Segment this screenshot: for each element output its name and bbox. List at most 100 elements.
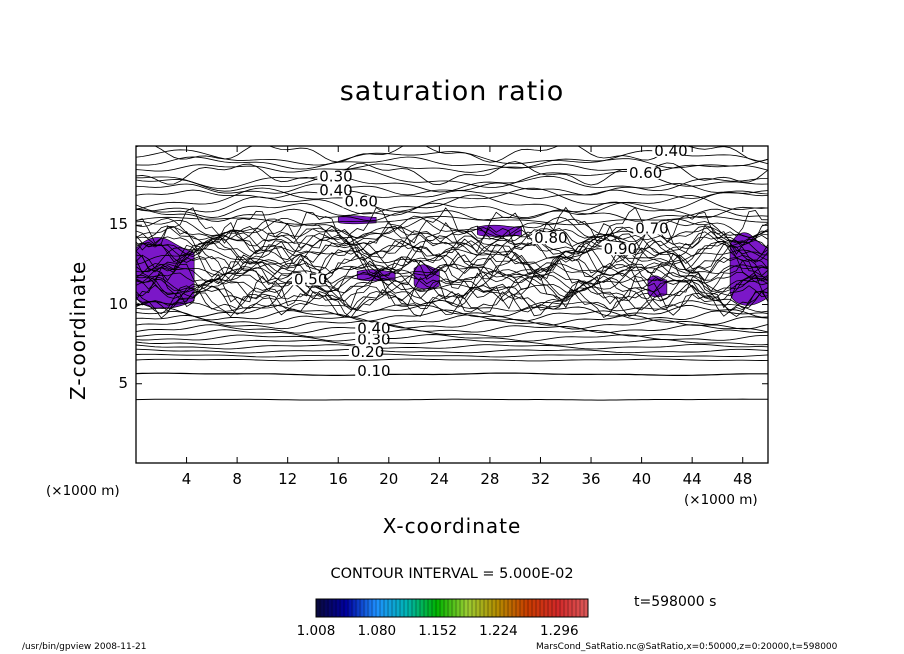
contour-label-bg [355,333,388,346]
axis-ticks [136,146,768,463]
contour-label-bg [348,346,381,359]
colorbar-tick-label: 1.296 [539,623,579,639]
x-tick-label: 36 [581,470,601,488]
contour-line [136,201,768,219]
contour-line [136,225,768,247]
contour-label: 0.40 [319,182,352,200]
contour-line [136,182,768,196]
contour-label: 0.30 [357,331,390,349]
contour-label: 0.10 [357,362,390,380]
contour-label: 0.80 [534,229,567,247]
contour-line [136,275,768,301]
contour-line [136,215,768,226]
x-axis-label: X-coordinate [382,514,522,538]
colorbar-tick-label: 1.080 [357,623,397,639]
colorbar [315,598,589,618]
contour-line [136,329,768,338]
contour-interval: CONTOUR INTERVAL = 5.000E-02 [330,566,574,582]
contour-line [136,279,768,318]
colorbar-tick-label: 1.224 [479,623,518,639]
footer-right: MarsCond_SatRatio.nc@SatRatio,x=0:50000,… [536,642,838,652]
y-axis-label: Z-coordinate [66,260,90,400]
contour-label-bg [317,184,350,197]
contour-label: 0.50 [294,270,327,288]
supersaturated-region [647,275,668,298]
contour-line [136,229,768,264]
contour-line [136,299,768,313]
colorbar-tick-label: 1.008 [296,623,336,639]
contour-line [136,372,768,376]
x-tick-label: 40 [632,470,652,488]
contour-label-bg [601,243,634,256]
contour-line [136,263,768,276]
contour-line [136,276,768,294]
contour-line [136,189,768,199]
contour-label-bg [317,170,350,183]
contour-lines [136,146,768,401]
contour-line [136,240,768,257]
contour-label: 0.60 [345,193,378,211]
contour-label: 0.90 [604,240,637,258]
contour-label: 0.30 [319,167,352,185]
x-axis-unit: (×1000 m) [684,492,758,508]
contour-label: 0.40 [357,319,390,337]
contour-line [136,194,768,216]
x-tick-label: 8 [232,470,242,488]
contour-label-bg [652,144,685,157]
contour-line [136,353,768,358]
y-axis-unit: (×1000 m) [46,483,120,499]
contour-line [136,338,768,346]
x-tick-label: 32 [530,470,551,488]
contour-line [136,304,768,318]
contour-line [136,319,768,330]
contour-line [136,215,768,246]
contour-line [136,265,768,300]
colorbar-tick-label: 1.152 [418,623,457,639]
contour-label-bg [355,322,388,335]
contour-line [136,234,768,248]
footer-left: /usr/bin/gpview 2008-11-21 [22,642,147,652]
contour-label-bg [292,273,324,286]
contour-line [136,324,768,334]
contour-label-bg [633,222,666,235]
x-tick-label: 12 [278,470,298,488]
contour-line [136,343,768,350]
contour-line [136,334,768,342]
contour-line [136,253,768,275]
contour-line [136,187,768,212]
contour-line [136,208,768,222]
time-label: t=598000 s [634,594,717,610]
contour-line [136,284,768,302]
contour-line [136,280,768,311]
contour-line [136,168,768,190]
contour-line [136,314,768,326]
x-tick-label: 44 [682,470,702,488]
contour-line [136,348,768,354]
contour-line [136,271,768,284]
contour-line [136,248,768,266]
contour-label: 0.60 [629,164,662,182]
contour-line [136,288,768,319]
contour-line [136,163,768,173]
contour-line [136,235,768,273]
x-tick-label: 4 [181,470,192,488]
contour-label: 0.20 [351,343,384,361]
contour-line [136,252,768,282]
contour-line [136,238,768,265]
contour-labels: 0.100.200.300.400.300.400.600.800.900.70… [292,142,688,380]
y-tick-label: 5 [118,373,128,392]
x-tick-label: 20 [379,470,399,488]
contour-label-bg [355,365,388,378]
chart-title: saturation ratio [339,76,565,107]
contour-label: 0.70 [635,220,668,238]
contour-label-bg [342,195,375,208]
contour-line [136,244,768,275]
x-tick-label: 28 [480,470,500,488]
contour-line [136,398,768,401]
contour-line [136,161,768,186]
contour-label-bg [626,167,659,180]
x-tick-label: 24 [429,470,449,488]
contour-line [136,175,768,193]
y-tick-label: 10 [108,294,128,313]
